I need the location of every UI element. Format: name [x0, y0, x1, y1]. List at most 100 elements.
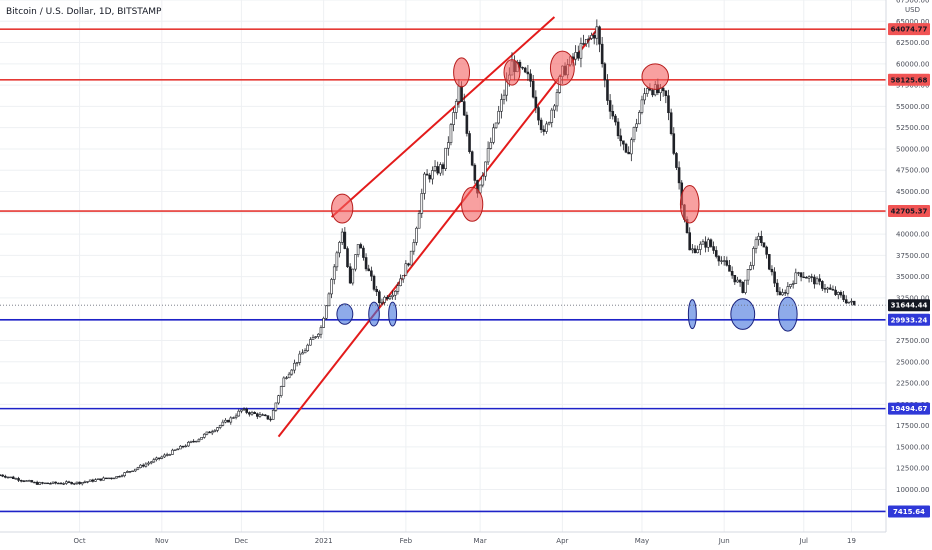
candle-body [269, 418, 272, 421]
price-tick-label: 67500.00 [896, 0, 929, 5]
candle-body [173, 449, 177, 451]
time-tick-label: Apr [556, 537, 568, 545]
candle-body [72, 483, 76, 485]
candle-body [1, 474, 4, 477]
candle-body [367, 268, 371, 272]
candle-body [547, 122, 551, 125]
candle-body [128, 470, 132, 473]
price-tick-label: 45000.00 [896, 188, 929, 196]
price-tick-label: 55000.00 [896, 103, 929, 111]
candle-body [35, 481, 39, 485]
candle-body [237, 410, 241, 417]
candle-body [608, 100, 612, 112]
candle-body [385, 296, 389, 300]
candle-body [9, 476, 12, 479]
candle-body [303, 350, 307, 354]
candle-body [773, 271, 776, 284]
price-tick-label: 25000.00 [896, 358, 929, 366]
price-tick-label: 40000.00 [896, 231, 929, 239]
candle-body [57, 482, 60, 485]
candle-body [293, 362, 296, 371]
time-tick-label: 19 [847, 537, 856, 545]
candle-body [102, 477, 105, 481]
candle-body [205, 431, 209, 435]
candle-body [765, 246, 768, 255]
candle-body [139, 464, 142, 468]
candle-body [725, 260, 729, 266]
candle-body [30, 480, 34, 483]
candle-body [696, 249, 699, 254]
candle-body [226, 419, 230, 423]
candle-body [234, 415, 238, 418]
candle-body [431, 170, 434, 180]
candle-body [439, 164, 442, 174]
candle-body [120, 475, 124, 477]
price-tick-label: 62500.00 [896, 39, 929, 47]
candle-body [417, 213, 421, 229]
candle-body [179, 445, 182, 450]
candle-body [664, 90, 668, 96]
candle-body [447, 142, 450, 149]
candle-body [614, 115, 617, 123]
time-tick-label: Jun [718, 537, 730, 545]
candle-body [67, 481, 71, 483]
candle-body [699, 243, 702, 250]
price-badges: 64074.77 58125.68 42705.37 29933.24 19494.67… [888, 23, 930, 518]
candle-body [412, 242, 416, 252]
candle-body [627, 151, 630, 155]
candle-body [436, 166, 439, 174]
resistance-price-badge: 64074.77 [891, 26, 928, 34]
candle-body [184, 445, 187, 448]
candle-body [744, 279, 747, 293]
candle-body [338, 242, 341, 254]
candle-body [346, 248, 349, 268]
candle-body [847, 301, 851, 304]
candle-body [619, 135, 623, 142]
candle-body [282, 377, 286, 387]
current-price-badge: 31644.44 [891, 302, 928, 310]
support-touch-circle [730, 298, 756, 330]
time-tick-label: Mar [474, 537, 487, 545]
candle-body [200, 437, 203, 440]
candle-body [486, 148, 490, 163]
candle-body [25, 480, 28, 482]
resistance-touch-circle [679, 185, 700, 224]
candle-body [606, 79, 609, 101]
candle-body [160, 456, 164, 459]
candle-body [123, 472, 126, 476]
candle-body [449, 124, 453, 143]
resistance-touch-circle [503, 59, 521, 86]
horizontal-levels [0, 28, 886, 513]
candle-body [115, 476, 119, 479]
candle-body [844, 299, 848, 304]
price-tick-label: 17500.00 [896, 422, 929, 430]
time-tick-label: Jul [799, 537, 809, 545]
candle-body [640, 99, 644, 113]
candle-body [176, 448, 180, 451]
candle-body [274, 402, 278, 411]
candle-body [404, 263, 408, 276]
candle-body [454, 101, 458, 113]
candle-body [595, 26, 599, 39]
time-tick-label: Nov [155, 537, 169, 545]
price-axis-bg[interactable] [886, 0, 932, 550]
candle-body [351, 268, 355, 284]
candle-body [661, 87, 665, 92]
candle-body [19, 480, 23, 482]
candle-body [187, 442, 190, 447]
candle-body [149, 461, 153, 464]
candle-body [332, 266, 336, 280]
candle-body [611, 111, 615, 117]
candle-body [192, 440, 195, 443]
candle-body [324, 305, 328, 319]
price-tick-label: 27500.00 [896, 337, 929, 345]
price-tick-label: 37500.00 [896, 252, 929, 260]
candle-body [285, 377, 288, 379]
candle-body [598, 26, 601, 45]
candle-body [279, 386, 283, 396]
candle-body [51, 481, 55, 484]
highlight-circles [331, 50, 798, 332]
candle-body [290, 369, 294, 375]
candle-body [118, 476, 121, 478]
